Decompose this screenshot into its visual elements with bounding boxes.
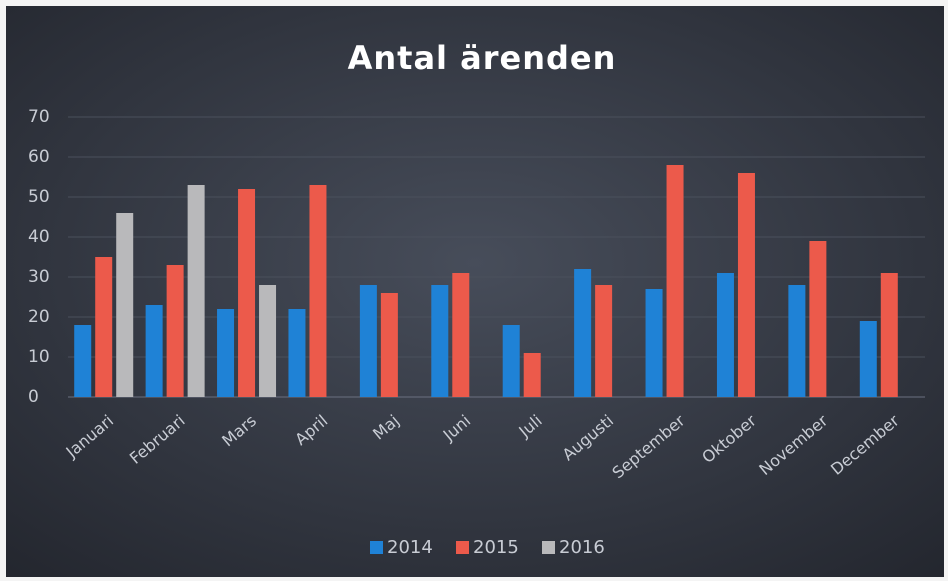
bar [431,285,449,397]
bar [502,325,520,397]
bar [788,285,806,397]
bar [166,265,184,397]
bar [452,273,470,397]
bar [74,325,92,397]
legend-swatch [456,541,469,554]
y-tick-label: 70 [28,107,50,127]
bar [595,285,613,397]
bar [574,269,592,397]
bar [95,257,113,397]
y-tick-label: 60 [28,147,50,167]
bar [217,309,235,397]
background [6,6,944,577]
bar [523,353,541,397]
bar [145,305,163,397]
bar [309,185,327,397]
legend-swatch [370,541,383,554]
bar [880,273,898,397]
legend-label: 2015 [473,537,519,558]
legend-label: 2016 [559,537,605,558]
bar [645,289,663,397]
chart-title: Antal ärenden [348,39,617,77]
bar [380,293,398,397]
bar [238,189,256,397]
bar [737,173,755,397]
y-tick-label: 20 [28,307,50,327]
bar [259,285,277,397]
y-tick-label: 40 [28,227,50,247]
bar [116,213,134,397]
bar [716,273,734,397]
legend-swatch [542,541,555,554]
y-tick-label: 50 [28,187,50,207]
bar [666,165,684,397]
y-tick-label: 30 [28,267,50,287]
bar [859,321,877,397]
bar [288,309,306,397]
bar [187,185,205,397]
bar [359,285,377,397]
legend-label: 2014 [387,537,433,558]
bar [809,241,827,397]
y-tick-label: 10 [28,347,50,367]
y-tick-label: 0 [28,387,39,407]
